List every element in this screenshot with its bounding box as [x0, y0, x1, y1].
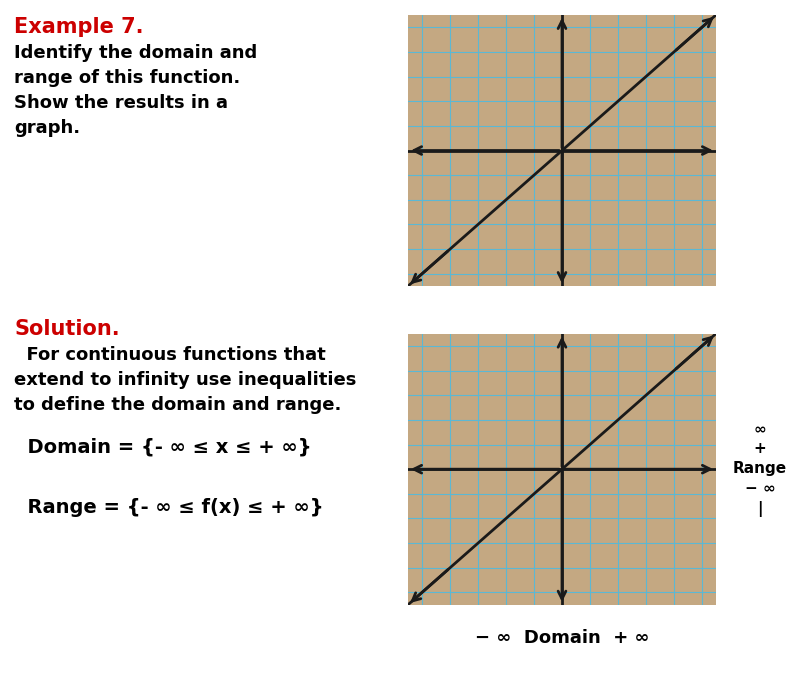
Text: Example 7.: Example 7. — [14, 17, 144, 37]
Text: Range = {- ∞ ≤ f(x) ≤ + ∞}: Range = {- ∞ ≤ f(x) ≤ + ∞} — [14, 498, 324, 517]
Text: − ∞  Domain  + ∞: − ∞ Domain + ∞ — [474, 629, 650, 647]
Text: Identify the domain and
range of this function.
Show the results in a
graph.: Identify the domain and range of this fu… — [14, 44, 258, 137]
Text: ∞
+
Range
− ∞
|: ∞ + Range − ∞ | — [733, 422, 787, 517]
Text: For continuous functions that
extend to infinity use inequalities
to define the : For continuous functions that extend to … — [14, 346, 357, 414]
Text: Solution.: Solution. — [14, 319, 120, 338]
Text: Domain = {- ∞ ≤ x ≤ + ∞}: Domain = {- ∞ ≤ x ≤ + ∞} — [14, 437, 312, 456]
